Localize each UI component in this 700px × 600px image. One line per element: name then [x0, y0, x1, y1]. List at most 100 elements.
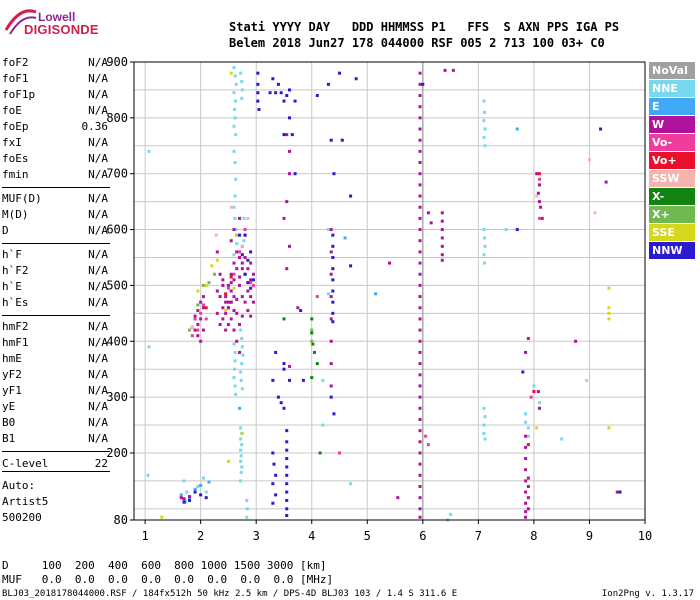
data-point [329, 272, 333, 276]
data-point [524, 479, 528, 483]
data-point [232, 328, 236, 332]
data-point [418, 306, 422, 310]
data-point [245, 507, 249, 511]
data-point [246, 309, 250, 313]
param-value: 22 [94, 457, 108, 470]
data-point [179, 496, 183, 500]
data-point [279, 401, 283, 405]
data-point [201, 328, 205, 332]
param-name: C-level [2, 457, 49, 470]
data-point [221, 278, 225, 282]
param-name: foF1p [2, 88, 36, 101]
data-point [233, 194, 237, 198]
param-row-mufd: MUF(D) N/A [2, 191, 108, 207]
data-point [483, 415, 487, 419]
data-point [526, 434, 530, 438]
x-tick-label: 2 [197, 529, 204, 543]
param-name: yE [2, 400, 16, 413]
x-tick-label: 4 [308, 529, 315, 543]
param-row-yf2: yF2 N/A [2, 367, 108, 383]
header-values: Belem 2018 Jun27 178 044000 RSF 005 2 71… [229, 36, 605, 50]
x-tick-label: 5 [364, 529, 371, 543]
data-point [282, 99, 286, 103]
data-point [526, 507, 530, 511]
data-point [146, 473, 150, 477]
data-point [241, 353, 245, 357]
data-point [232, 278, 236, 282]
data-point [201, 295, 205, 299]
data-point [282, 406, 286, 410]
data-point [483, 244, 487, 248]
data-point [421, 82, 425, 86]
series-x [282, 317, 322, 455]
data-point [515, 228, 519, 232]
data-point [285, 200, 289, 204]
data-point [229, 71, 233, 75]
data-point [229, 239, 233, 243]
data-point [233, 74, 237, 78]
param-value: N/A [88, 352, 108, 365]
data-point [310, 331, 314, 335]
data-point [329, 317, 333, 321]
data-point [201, 476, 205, 480]
data-point [239, 459, 243, 463]
param-row-hes: h`Es N/A [2, 295, 108, 311]
data-point [183, 498, 187, 502]
data-point [251, 283, 255, 287]
data-point [238, 350, 242, 354]
data-point [288, 364, 292, 368]
data-point [268, 91, 272, 95]
data-point [310, 328, 314, 332]
data-point [226, 459, 230, 463]
param-value: N/A [88, 208, 108, 221]
y-tick-label: 80 [114, 513, 128, 527]
x-tick-label: 10 [638, 529, 652, 543]
data-point [418, 94, 422, 98]
data-point [234, 99, 238, 103]
data-point [235, 242, 239, 246]
data-point [239, 454, 243, 458]
data-point [232, 295, 236, 299]
data-point [239, 370, 243, 374]
data-point [331, 278, 335, 282]
data-point [235, 339, 239, 343]
param-row-foe: foE N/A [2, 103, 108, 119]
data-point [190, 325, 194, 329]
data-point [449, 512, 453, 516]
data-point [249, 278, 253, 282]
data-point [238, 233, 242, 237]
data-point [233, 350, 237, 354]
data-point [196, 303, 200, 307]
data-point [238, 323, 242, 327]
param-value: 0.36 [81, 120, 109, 133]
data-point [537, 200, 541, 204]
data-point [232, 376, 236, 380]
data-point [418, 484, 422, 488]
data-point [242, 239, 246, 243]
data-point [418, 172, 422, 176]
data-point [196, 289, 200, 293]
data-point [440, 228, 444, 232]
data-point [526, 426, 530, 430]
data-point [349, 264, 353, 268]
data-point [274, 91, 278, 95]
data-point [332, 172, 336, 176]
data-point [238, 406, 242, 410]
data-point [285, 267, 289, 271]
data-point [537, 216, 541, 220]
data-point [288, 172, 292, 176]
data-point [535, 172, 539, 176]
series-nnw [182, 71, 622, 518]
data-point [540, 216, 544, 220]
data-point [524, 490, 528, 494]
data-point [315, 362, 319, 366]
data-point [418, 496, 422, 500]
data-point [232, 124, 236, 128]
param-value: N/A [88, 248, 108, 261]
data-point [288, 149, 292, 153]
data-point [537, 183, 541, 187]
data-point [232, 261, 236, 265]
data-point [349, 194, 353, 198]
data-point [585, 378, 589, 382]
param-name: hmF1 [2, 336, 29, 349]
